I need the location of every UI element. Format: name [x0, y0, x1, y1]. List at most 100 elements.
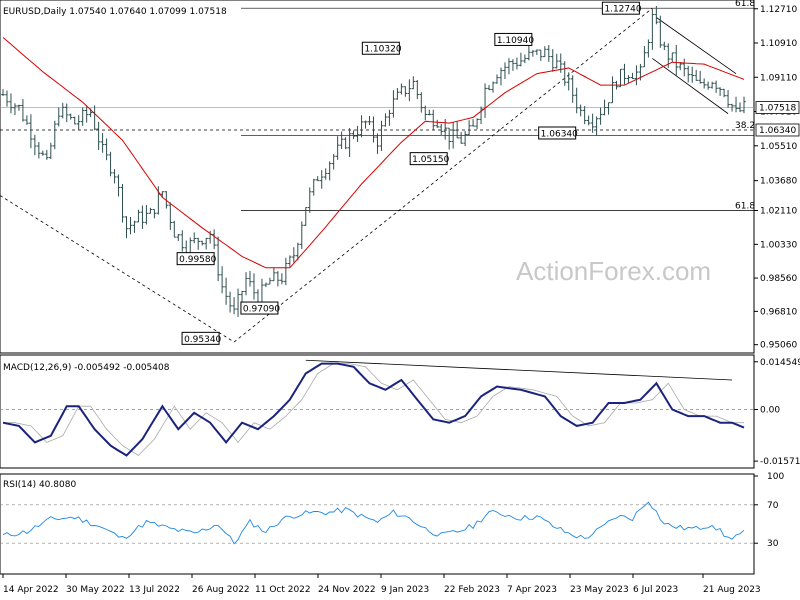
ohlc-bar [52, 120, 57, 150]
ohlc-bar [236, 288, 240, 317]
ohlc-bar [132, 220, 137, 233]
ohlc-bar [13, 103, 17, 116]
ohlc-bar [670, 52, 675, 63]
ohlc-bar [634, 65, 639, 86]
ohlc-bar [124, 216, 129, 239]
ohlc-bar [451, 122, 455, 149]
ohlc-bar [49, 142, 53, 160]
ohlc-bar [311, 178, 316, 196]
ohlc-bar [56, 107, 61, 127]
ohlc-bar [622, 63, 627, 85]
ohlc-bar [511, 59, 515, 71]
fib-level-label: 61.8 [735, 0, 755, 9]
ohlc-bar [431, 109, 436, 131]
ohlc-bar [200, 240, 204, 246]
ohlc-bar [41, 150, 45, 156]
ohlc-bar [176, 233, 181, 241]
ohlc-bar [224, 277, 228, 305]
ohlc-bar [343, 137, 348, 150]
tag-box [755, 123, 800, 137]
ohlc-bar [355, 125, 360, 142]
ohlc-bar [1, 89, 5, 96]
ohlc-bar [148, 207, 153, 214]
ohlc-bar [84, 106, 89, 123]
price-annotation: 0.95340 [181, 331, 222, 345]
annotation-label: 1.06340 [541, 129, 578, 139]
ohlc-bar [590, 113, 595, 133]
ohlc-bar [212, 229, 216, 250]
price-annotation: 0.99580 [176, 252, 217, 266]
price-annotation: 1.12740 [601, 1, 642, 15]
ohlc-bar [335, 136, 340, 160]
ohlc-bar [734, 96, 738, 113]
price-axis-label: 1.12710 [760, 5, 797, 15]
ohlc-bar [674, 44, 679, 77]
price-panel-frame [0, 0, 755, 354]
ohlc-bar [678, 61, 683, 71]
ohlc-bar [96, 121, 101, 151]
macd-line [2, 362, 745, 457]
macd-axis-label: 0.00 [760, 406, 780, 416]
ohlc-bar [140, 205, 145, 229]
annotation-label: 1.10940 [497, 36, 534, 46]
ohlc-bar [104, 138, 109, 161]
ohlc-bar [650, 8, 655, 50]
channel-lower-line [652, 58, 729, 114]
ohlc-bar [662, 41, 667, 50]
ohlc-bar [108, 151, 113, 177]
ohlc-bar [9, 93, 13, 114]
ohlc-bar [172, 220, 177, 238]
ohlc-bar [543, 46, 547, 58]
ohlc-bar [439, 123, 444, 136]
ohlc-bar [92, 105, 97, 131]
x-axis-label: 30 May 2022 [66, 585, 125, 595]
ohlc-bar [100, 133, 105, 153]
ohlc-bar [45, 149, 49, 160]
ohlc-bar [296, 242, 300, 261]
fib-level-label: 61.8 [735, 201, 755, 211]
ohlc-bar [37, 142, 41, 159]
ohlc-bar [419, 92, 424, 113]
ohlc-bar [68, 113, 73, 120]
ohlc-bar [399, 83, 404, 95]
annotation-box [494, 32, 533, 46]
ohlc-bar [535, 49, 539, 55]
price-axis-label: 1.03680 [760, 177, 797, 187]
ohlc-bar [33, 134, 37, 156]
ohlc-bar [610, 76, 615, 104]
ohlc-bar [626, 75, 631, 83]
ohlc-bar [363, 120, 368, 129]
x-axis-label: 26 Aug 2022 [192, 585, 250, 595]
ohlc-bar [726, 90, 730, 108]
ohlc-bar [630, 72, 635, 80]
ohlc-bar [475, 118, 479, 130]
ohlc-bar [339, 131, 344, 150]
annotation-box [361, 41, 400, 55]
annotation-label: 1.05150 [412, 155, 449, 165]
ohlc-bar [371, 116, 376, 143]
level-price-tag: 1.06340 [755, 123, 800, 137]
x-axis-label: 22 Feb 2023 [444, 585, 500, 595]
ohlc-bar [578, 104, 583, 117]
macd-axis-label: -0.015712 [760, 457, 800, 467]
ohlc-bar [292, 247, 296, 263]
ohlc-bar [499, 67, 503, 86]
ohlc-bar [112, 169, 117, 184]
ohlc-bar [487, 85, 491, 91]
ohlc-bar [694, 69, 698, 81]
ohlc-bar [319, 170, 324, 189]
ohlc-bar [367, 116, 372, 126]
ohlc-bar [714, 80, 718, 93]
ohlc-bar [180, 230, 185, 252]
rsi-line [2, 501, 745, 545]
annotation-label: 1.10320 [364, 45, 401, 55]
price-axis-label: 1.09110 [760, 73, 797, 83]
price-axis-label: 0.95060 [760, 341, 797, 351]
macd-panel-frame [0, 354, 755, 469]
ohlc-bar [204, 237, 208, 250]
tag-label: 1.07518 [759, 104, 796, 114]
annotation-label: 0.97090 [243, 305, 280, 315]
ohlc-bar [72, 116, 77, 125]
ohlc-bar [550, 49, 555, 72]
